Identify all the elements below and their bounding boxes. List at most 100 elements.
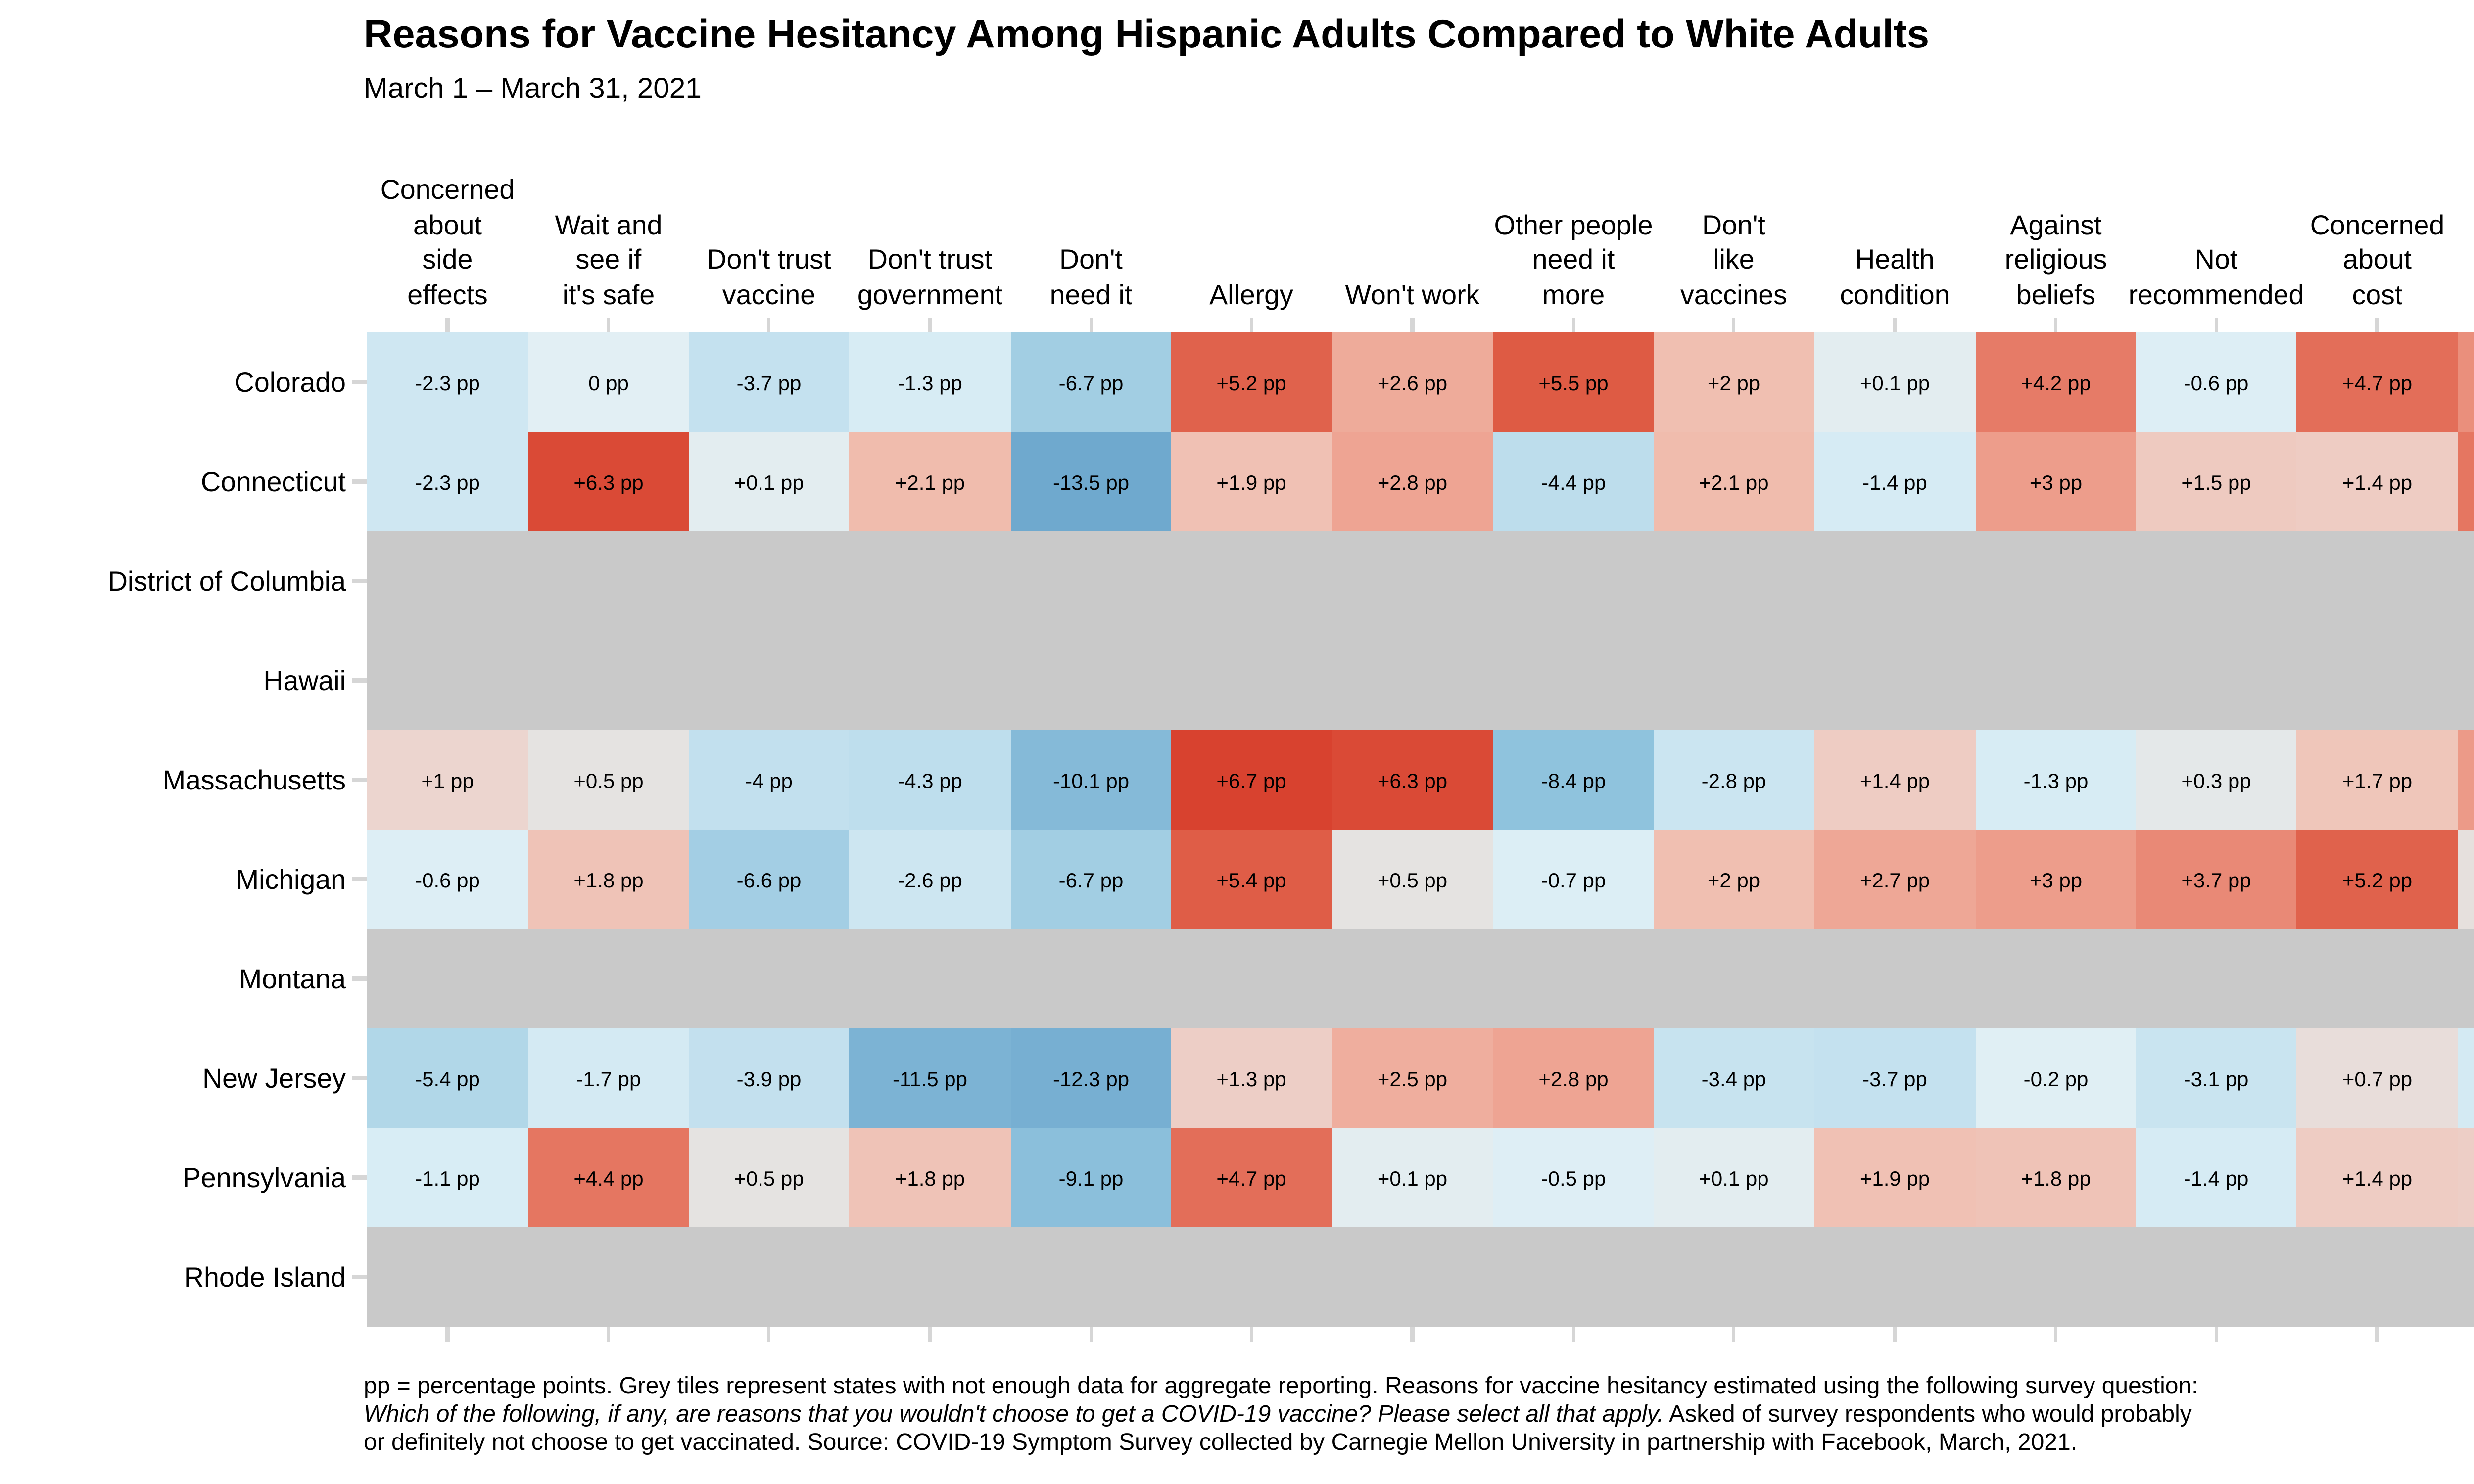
heatmap-cell: -4.4 pp <box>1493 432 1654 531</box>
axis-tick <box>607 318 611 333</box>
row-label: Pennsylvania <box>182 1162 346 1193</box>
heatmap-cell: -1.4 pp <box>1814 432 1976 531</box>
heatmap-cell: +2.8 pp <box>1332 432 1493 531</box>
row-label: Rhode Island <box>184 1261 346 1293</box>
cell-value-label: -2.8 pp <box>1701 768 1766 792</box>
column-header: Concerned about cost <box>2310 208 2445 310</box>
cell-value-label: -4.3 pp <box>898 768 962 792</box>
cell-value-label: +4.2 pp <box>2021 370 2091 394</box>
cell-value-label: -12.3 pp <box>1052 1066 1130 1090</box>
cell-value-label: +5.4 pp <box>1216 867 1286 891</box>
footnote-line: or definitely not choose to get vaccinat… <box>364 1430 2198 1458</box>
heatmap-cell: +0.6 pp <box>2458 830 2474 929</box>
cell-value-label: +4.4 pp <box>573 1165 644 1190</box>
cell-value-label: -0.6 pp <box>2184 370 2249 394</box>
cell-value-label: +2.7 pp <box>1859 867 1930 891</box>
row-label: Massachusetts <box>162 764 346 795</box>
heatmap-cell: +5.4 pp <box>1171 830 1332 929</box>
heatmap-cell: -10.1 pp <box>1011 730 1171 830</box>
cell-value-label: -2.6 pp <box>898 867 962 891</box>
footnote-text: pp = percentage points. Grey tiles repre… <box>364 1374 2198 1399</box>
cell-value-label: +6.7 pp <box>1216 768 1286 792</box>
axis-tick <box>352 1175 367 1180</box>
column-header: Don't trust government <box>857 243 1003 310</box>
heatmap-cell: -3.1 pp <box>2136 1028 2296 1128</box>
row-label: Colorado <box>234 367 346 398</box>
column-header: Pregnancy <box>2399 82 2474 312</box>
cell-value-label: +0.1 pp <box>734 469 804 494</box>
column-header: Health condition <box>1840 243 1950 310</box>
heatmap-cell: +4.4 pp <box>528 1128 689 1227</box>
cell-value-label: +1.9 pp <box>1859 1165 1930 1190</box>
axis-tick <box>1732 318 1736 333</box>
cell-value-label: +1 pp <box>421 768 474 792</box>
heatmap-cell: +3 pp <box>1976 432 2136 531</box>
cell-value-label: +3.7 pp <box>2181 867 2251 891</box>
axis-tick <box>1089 318 1093 333</box>
axis-tick <box>2214 318 2218 333</box>
heatmap-cell: +0.5 pp <box>528 730 689 830</box>
heatmap-cell: +0.1 pp <box>1814 332 1976 432</box>
cell-value-label: -0.5 pp <box>1541 1165 1606 1190</box>
cell-value-label: -6.7 pp <box>1058 867 1124 891</box>
axis-tick <box>1089 1327 1093 1342</box>
heatmap-cell: +2.8 pp <box>1493 1028 1654 1128</box>
heatmap-cell: +3 pp <box>1976 830 2136 929</box>
cell-value-label: +1.7 pp <box>2342 768 2413 792</box>
heatmap-cell: +2.6 pp <box>1332 332 1493 432</box>
cell-value-label: +4.7 pp <box>2342 370 2413 394</box>
axis-tick <box>352 877 367 881</box>
heatmap-cell: -0.6 pp <box>367 830 528 929</box>
cell-value-label: -11.5 pp <box>892 1066 968 1090</box>
axis-tick <box>1571 1327 1575 1342</box>
axis-tick <box>1410 318 1415 333</box>
cell-value-label: +1.9 pp <box>1216 469 1286 494</box>
cell-value-label: -8.4 pp <box>1541 768 1606 792</box>
heatmap-cell: +4.7 pp <box>1171 1128 1332 1227</box>
row-label: District of Columbia <box>107 565 346 597</box>
cell-value-label: -9.1 pp <box>1058 1165 1124 1190</box>
column-header: Don't like vaccines <box>1680 208 1787 310</box>
heatmap-cell: +0.3 pp <box>2136 730 2296 830</box>
missing-data-row <box>367 1227 2474 1327</box>
cell-value-label: +1.4 pp <box>2342 469 2413 494</box>
heatmap-cell: +1.4 pp <box>2296 1128 2458 1227</box>
heatmap-cell: -1.1 pp <box>367 1128 528 1227</box>
heatmap-cell: -11.5 pp <box>849 1028 1011 1128</box>
footnote-text: Asked of survey respondents who would pr… <box>1664 1402 2192 1428</box>
footnote-line: pp = percentage points. Grey tiles repre… <box>364 1374 2198 1402</box>
cell-value-label: -4.4 pp <box>1541 469 1606 494</box>
heatmap-cell: -12.3 pp <box>1011 1028 1171 1128</box>
heatmap-cell: 0 pp <box>528 332 689 432</box>
cell-value-label: +2.6 pp <box>1377 370 1448 394</box>
column-header: Allergy <box>1209 278 1293 310</box>
cell-value-label: -5.4 pp <box>415 1066 480 1090</box>
cell-value-label: -3.7 pp <box>1862 1066 1927 1090</box>
cell-value-label: +1.8 pp <box>573 867 644 891</box>
cell-value-label: +5.2 pp <box>2342 867 2413 891</box>
heatmap-cell: -13.5 pp <box>1011 432 1171 531</box>
chart-title: Reasons for Vaccine Hesitancy Among Hisp… <box>364 12 1930 56</box>
row-label: Connecticut <box>200 466 346 497</box>
cell-value-label: +3 pp <box>2029 867 2083 891</box>
heatmap-cell: -3.7 pp <box>1814 1028 1976 1128</box>
axis-tick <box>352 579 367 583</box>
axis-tick <box>1893 1327 1897 1342</box>
heatmap-cell: +4.2 pp <box>1976 332 2136 432</box>
heatmap-cell: -0.6 pp <box>2136 332 2296 432</box>
heatmap-cell: -1.3 pp <box>849 332 1011 432</box>
heatmap-cell: -2.8 pp <box>1654 730 1814 830</box>
axis-tick <box>2375 1327 2379 1342</box>
heatmap-cell: +6.3 pp <box>1332 730 1493 830</box>
heatmap-cell: -1.7 pp <box>528 1028 689 1128</box>
heatmap-cell: +2.5 pp <box>1332 1028 1493 1128</box>
heatmap-cell: -8.4 pp <box>1493 730 1654 830</box>
cell-value-label: +1.3 pp <box>1216 1066 1286 1090</box>
cell-value-label: +0.5 pp <box>1377 867 1448 891</box>
cell-value-label: +6.3 pp <box>1377 768 1448 792</box>
axis-tick <box>2214 1327 2218 1342</box>
heatmap-cell: -2.3 pp <box>367 432 528 531</box>
axis-tick <box>767 1327 771 1342</box>
cell-value-label: +1.8 pp <box>895 1165 965 1190</box>
cell-value-label: -1.3 pp <box>898 370 962 394</box>
